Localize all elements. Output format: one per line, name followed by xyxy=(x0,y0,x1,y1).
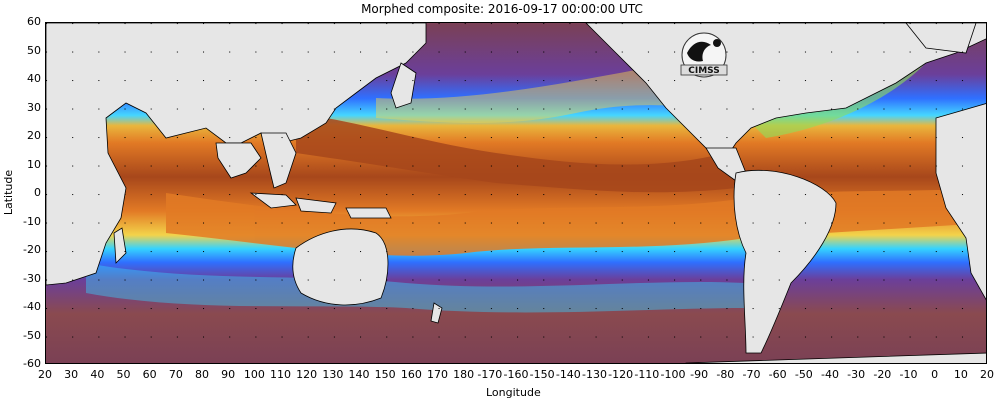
x-tick-label: 30 xyxy=(64,368,79,381)
x-tick-label: -160 xyxy=(503,368,529,381)
x-tick-label: 150 xyxy=(374,368,396,381)
map-title: Morphed composite: 2016-09-17 00:00:00 U… xyxy=(361,2,643,16)
y-tick-label: -50 xyxy=(23,328,41,342)
x-tick-label: -60 xyxy=(768,368,787,381)
y-tick-label: -20 xyxy=(23,243,41,256)
x-tick-label: -130 xyxy=(582,368,607,381)
x-tick-label: 120 xyxy=(296,368,318,381)
x-tick-label: 40 xyxy=(90,368,105,381)
y-tick-label: -40 xyxy=(23,300,41,313)
x-tick-label: -170 xyxy=(477,368,503,381)
x-tick-label: 60 xyxy=(142,368,157,381)
x-tick-label: -20 xyxy=(873,368,892,381)
y-tick-label: -30 xyxy=(23,271,41,285)
x-tick-label: -40 xyxy=(821,368,839,381)
x-tick-label: -140 xyxy=(555,368,581,381)
x-tick-label: 160 xyxy=(400,368,422,381)
x-tick-label: 50 xyxy=(116,368,131,381)
y-tick-label: 20 xyxy=(27,129,41,142)
x-tick-label: -70 xyxy=(742,368,761,381)
x-tick-label: -110 xyxy=(634,368,660,381)
x-tick-label: -80 xyxy=(716,368,735,381)
x-tick-label: -90 xyxy=(690,368,709,381)
x-tick-label: 0 xyxy=(931,368,939,381)
x-tick-label: 80 xyxy=(195,368,209,381)
x-tick-label: 110 xyxy=(270,368,291,381)
cimss-logo-icon: CIMSS xyxy=(680,32,728,78)
x-tick-label: 10 xyxy=(953,368,968,381)
x-axis-label: Longitude xyxy=(486,386,541,399)
x-tick-label: 180 xyxy=(453,368,475,381)
x-tick-label: 70 xyxy=(168,368,183,381)
x-tick-label: 100 xyxy=(243,368,265,381)
y-tick-label: 40 xyxy=(27,72,41,85)
x-tick-label: -100 xyxy=(660,368,686,381)
map-plot-area xyxy=(45,22,987,364)
y-tick-label: 10 xyxy=(27,157,41,171)
x-tick-label: -120 xyxy=(608,368,634,381)
x-tick-label: -30 xyxy=(847,368,866,381)
x-tick-label: 20 xyxy=(980,368,994,381)
x-tick-label: 130 xyxy=(322,368,344,381)
x-tick-label: -10 xyxy=(899,368,918,381)
logo-text: CIMSS xyxy=(688,66,719,76)
graticule-dots xyxy=(46,23,986,363)
y-tick-label: 50 xyxy=(27,43,41,57)
y-tick-label: 60 xyxy=(27,15,41,28)
y-tick-label: 30 xyxy=(27,100,41,114)
y-tick-label: 0 xyxy=(34,186,41,199)
y-tick-label: -10 xyxy=(23,214,41,228)
y-tick-label: -60 xyxy=(23,357,41,370)
x-tick-label: 170 xyxy=(427,368,448,381)
x-tick-label: -150 xyxy=(529,368,555,381)
x-tick-label: 90 xyxy=(221,368,236,381)
x-tick-label: 140 xyxy=(348,368,370,381)
x-tick-label: -50 xyxy=(794,368,813,381)
tpw-field-map xyxy=(46,23,986,363)
x-tick-label: 20 xyxy=(38,368,52,381)
